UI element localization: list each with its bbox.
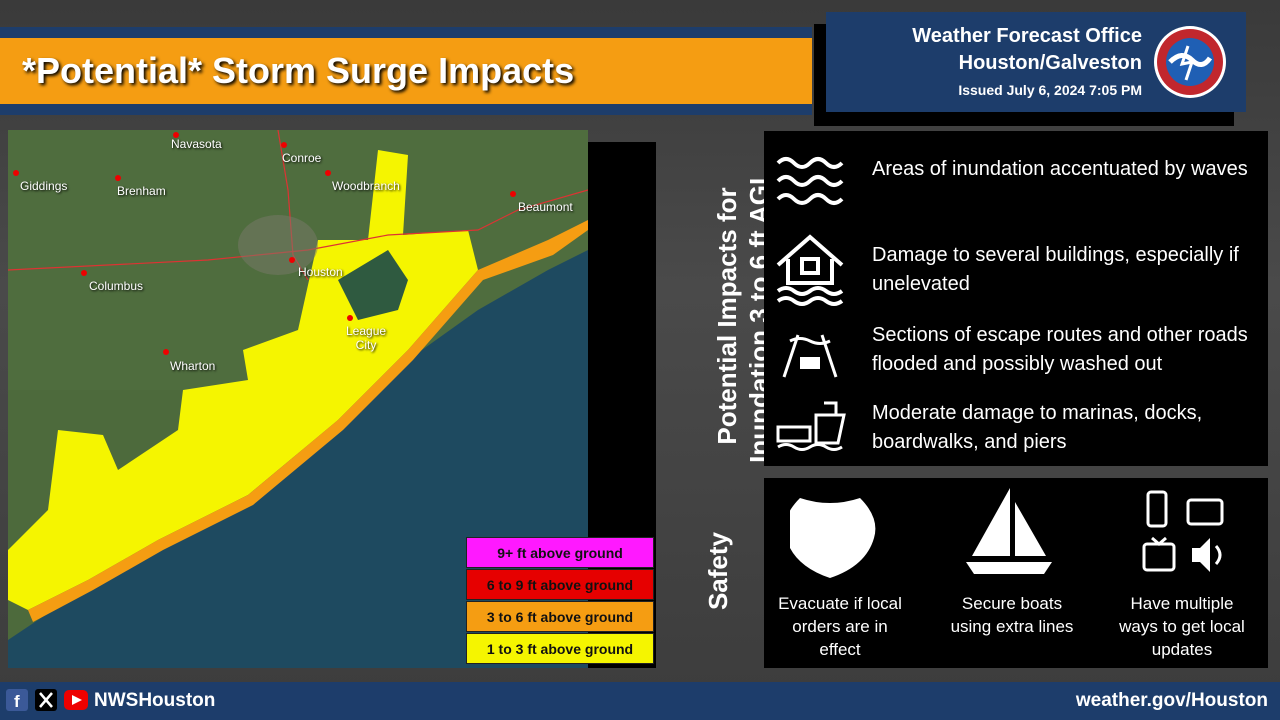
- svg-text:f: f: [14, 692, 20, 711]
- banner-strip: [0, 27, 812, 38]
- safety-text: Evacuate if local orders are in effect: [778, 594, 902, 659]
- impact-icons: [776, 157, 846, 451]
- impacts-box: [764, 131, 1268, 466]
- website-url[interactable]: weather.gov/Houston: [1075, 690, 1268, 711]
- impacts-label-line: Potential Impacts for: [712, 187, 742, 445]
- safety-text: Have multiple ways to get local updates: [1119, 594, 1245, 659]
- safety-icons: [790, 488, 1224, 578]
- legend-item: 6 to 9 ft above ground: [466, 569, 654, 600]
- office-location: Houston/Galveston: [958, 52, 1142, 74]
- impact-text: Sections of escape routes and other road…: [872, 324, 1248, 375]
- safety-label: Safety: [703, 531, 733, 611]
- title: *Potential* Storm Surge Impacts: [22, 50, 575, 91]
- city-label: Beaumont: [518, 200, 573, 214]
- banner-strip: [0, 104, 812, 115]
- map: [8, 130, 588, 668]
- city-label: Conroe: [282, 151, 322, 165]
- impact-text: Damage to several buildings, especially …: [872, 244, 1239, 295]
- social-handle[interactable]: NWSHouston: [94, 690, 216, 711]
- city-label: Columbus: [89, 279, 144, 293]
- city-label: League City: [346, 324, 387, 352]
- nws-logo: [1154, 26, 1226, 98]
- issued: Issued July 6, 2024 7:05 PM: [958, 82, 1142, 98]
- city-label: Houston: [298, 265, 343, 279]
- city-label: Wharton: [170, 359, 216, 373]
- banner: [0, 38, 812, 104]
- social-icons: f: [6, 689, 88, 711]
- footer: [0, 682, 1280, 720]
- legend-item: 9+ ft above ground: [466, 537, 654, 568]
- impact-text: Moderate damage to marinas, docks, board…: [872, 402, 1203, 453]
- city-label: Brenham: [117, 184, 166, 198]
- legend-item: 3 to 6 ft above ground: [466, 601, 654, 632]
- city-label: Giddings: [20, 179, 68, 193]
- legend-item: 1 to 3 ft above ground: [466, 633, 654, 664]
- city-label: Navasota: [171, 137, 222, 151]
- office-name: Weather Forecast Office: [912, 25, 1142, 47]
- safety-text: Secure boats using extra lines: [950, 594, 1074, 636]
- city-label: Woodbranch: [332, 179, 400, 193]
- impact-text: Areas of inundation accentuated by waves: [872, 158, 1248, 180]
